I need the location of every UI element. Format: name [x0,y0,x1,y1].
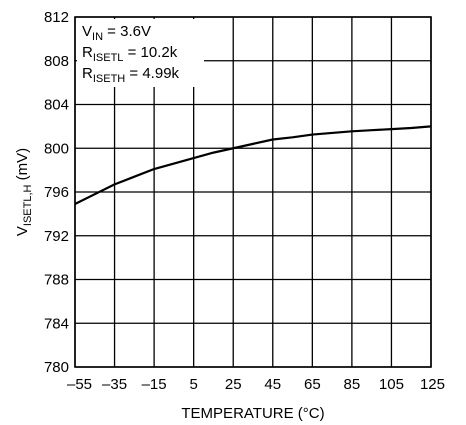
y-tick-label: 792 [44,228,69,245]
annotation-line: RISETH = 4.99k [82,65,180,85]
y-tick-label: 784 [44,315,69,332]
x-tick-label: 105 [379,376,404,393]
y-axis-title: VISETL,H (mV) [14,148,34,236]
x-tick-label: –35 [102,376,127,393]
y-tick-label: 808 [44,53,69,70]
annotation-line: VIN = 3.6V [82,23,151,43]
x-tick-label: 85 [344,376,361,393]
x-tick-label: 5 [189,376,197,393]
y-tick-label: 796 [44,184,69,201]
grid [74,16,432,368]
x-tick-label: 65 [304,376,321,393]
x-axis-title: TEMPERATURE (°C) [181,405,324,422]
x-tick-label: 25 [225,376,242,393]
x-tick-label: –55 [67,376,92,393]
x-tick-label: –15 [142,376,167,393]
series-line [74,125,432,206]
y-tick-label: 800 [44,140,69,157]
x-tick-labels: –55 –35 –15 5 25 45 65 85 105 125 [67,376,445,393]
series-layer [74,125,432,206]
y-tick-label: 804 [44,97,69,114]
x-tick-label: 45 [264,376,281,393]
annotation-line: RISETL = 10.2k [82,44,178,64]
y-tick-label: 780 [44,359,69,376]
y-tick-label: 812 [44,9,69,26]
y-tick-label: 788 [44,272,69,289]
y-tick-labels: 780 784 788 792 796 800 804 808 812 [44,9,69,376]
plot-frame [74,16,432,368]
x-tick-label: 125 [420,376,445,393]
annotation-background [77,19,204,87]
